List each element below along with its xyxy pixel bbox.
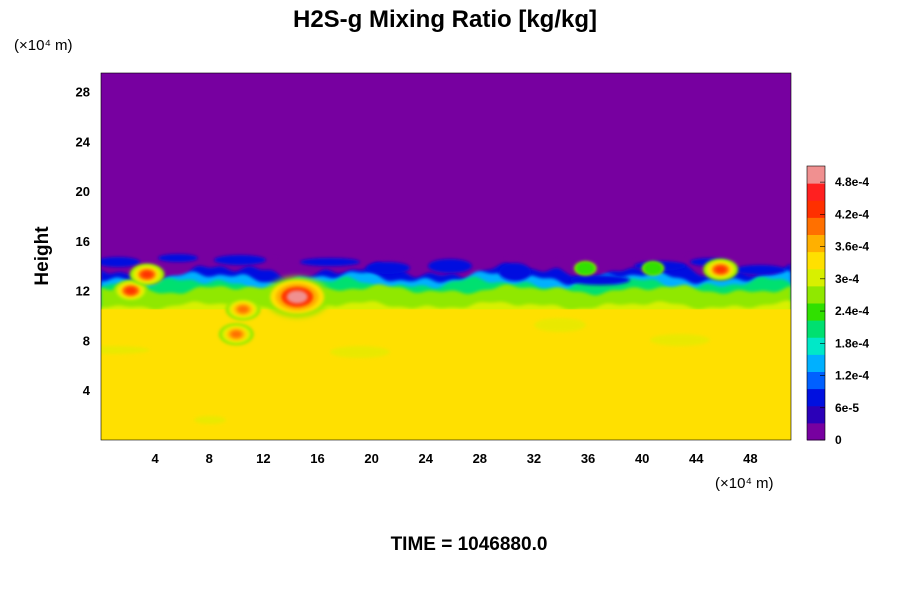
colorbar-swatch bbox=[807, 405, 825, 424]
field-feature-2 bbox=[225, 298, 261, 321]
x-tick-label: 16 bbox=[310, 451, 324, 466]
field-feature-3 bbox=[218, 323, 254, 346]
colorbar-swatch bbox=[807, 303, 825, 321]
lower-streak-5 bbox=[194, 416, 226, 424]
colorbar-frame bbox=[806, 165, 826, 441]
colorbar-swatch bbox=[807, 285, 825, 304]
field-feature-1 bbox=[264, 276, 330, 318]
heatmap-field bbox=[101, 73, 791, 440]
filament-1 bbox=[101, 257, 140, 267]
lower-streak-1 bbox=[101, 346, 150, 354]
x-tick-label: 20 bbox=[364, 451, 378, 466]
colorbar-label: 4.8e-4 bbox=[835, 175, 869, 189]
filament-6 bbox=[428, 259, 472, 273]
filament-10 bbox=[734, 265, 786, 275]
colorbar-label: 4.2e-4 bbox=[835, 207, 869, 221]
x-tick-label: 48 bbox=[743, 451, 757, 466]
y-tick-label: 28 bbox=[76, 85, 90, 100]
colorbar-label: 0 bbox=[835, 433, 842, 447]
x-tick-label: 44 bbox=[689, 451, 704, 466]
y-tick-label: 12 bbox=[76, 284, 90, 299]
x-tick-label: 8 bbox=[206, 451, 213, 466]
lower-streak-2 bbox=[330, 346, 390, 358]
lower-streak-3 bbox=[534, 318, 586, 332]
colorbar-swatches bbox=[807, 166, 825, 441]
colorbar: 0 6e-5 1.2e-4 1.8e-4 2.4e-4 3e-4 3.6e-4 4.2e-4 4… bbox=[806, 165, 869, 447]
colorbar-label: 1.8e-4 bbox=[835, 336, 869, 350]
chart-title: H2S-g Mixing Ratio [kg/kg] bbox=[293, 6, 597, 33]
time-label: TIME = 1046880.0 bbox=[391, 534, 548, 555]
filament-8 bbox=[570, 275, 630, 285]
colorbar-label: 3.6e-4 bbox=[835, 240, 869, 254]
y-tick-label: 16 bbox=[76, 234, 90, 249]
colorbar-swatch bbox=[807, 217, 825, 235]
y-axis-ticks: 4 8 12 16 20 24 28 bbox=[76, 85, 91, 399]
y-axis-label: Height bbox=[32, 226, 53, 286]
y-tick-label: 20 bbox=[76, 184, 90, 199]
field-feature-6 bbox=[129, 263, 165, 286]
plot-area bbox=[100, 72, 792, 441]
field-feature-4 bbox=[113, 279, 149, 302]
filament-3 bbox=[214, 255, 266, 265]
field-feature-7 bbox=[574, 261, 597, 276]
filament-5 bbox=[366, 262, 410, 274]
x-tick-label: 12 bbox=[256, 451, 270, 466]
x-tick-label: 32 bbox=[527, 451, 541, 466]
lower-streak-4 bbox=[650, 334, 710, 346]
colorbar-swatch bbox=[807, 234, 825, 253]
colorbar-swatch bbox=[807, 337, 825, 355]
y-tick-label: 24 bbox=[76, 134, 91, 149]
x-axis-ticks: 4 8 12 16 20 24 28 32 36 40 44 48 bbox=[152, 451, 758, 466]
colorbar-swatch bbox=[807, 422, 825, 441]
colorbar-swatch bbox=[807, 200, 825, 218]
colorbar-swatch bbox=[807, 354, 825, 372]
field-feature-8 bbox=[641, 261, 665, 276]
y-unit-label: (×10⁴ m) bbox=[14, 37, 73, 54]
y-tick-label: 8 bbox=[83, 333, 90, 348]
x-unit-label: (×10⁴ m) bbox=[715, 475, 774, 492]
x-tick-label: 4 bbox=[152, 451, 160, 466]
colorbar-label: 6e-5 bbox=[835, 401, 859, 415]
colorbar-label: 1.2e-4 bbox=[835, 369, 869, 383]
colorbar-swatch bbox=[807, 388, 825, 407]
filament-2 bbox=[158, 254, 198, 262]
x-tick-label: 24 bbox=[418, 451, 433, 466]
field-feature-5 bbox=[703, 258, 739, 281]
x-tick-label: 36 bbox=[581, 451, 595, 466]
colorbar-swatch bbox=[807, 251, 825, 270]
colorbar-label: 2.4e-4 bbox=[835, 304, 869, 318]
colorbar-labels: 0 6e-5 1.2e-4 1.8e-4 2.4e-4 3e-4 3.6e-4 4.2e-4 4… bbox=[820, 175, 869, 447]
colorbar-swatch bbox=[807, 183, 825, 201]
plot-frame bbox=[100, 72, 792, 441]
filament-4 bbox=[300, 258, 360, 266]
colorbar-swatch bbox=[807, 371, 825, 390]
x-tick-label: 40 bbox=[635, 451, 649, 466]
filament-7 bbox=[499, 263, 531, 281]
colorbar-label: 3e-4 bbox=[835, 272, 859, 286]
colorbar-swatch bbox=[807, 166, 825, 184]
colorbar-swatch bbox=[807, 268, 825, 287]
colorbar-swatch bbox=[807, 320, 825, 338]
x-tick-label: 28 bbox=[473, 451, 487, 466]
y-tick-label: 4 bbox=[83, 383, 91, 398]
